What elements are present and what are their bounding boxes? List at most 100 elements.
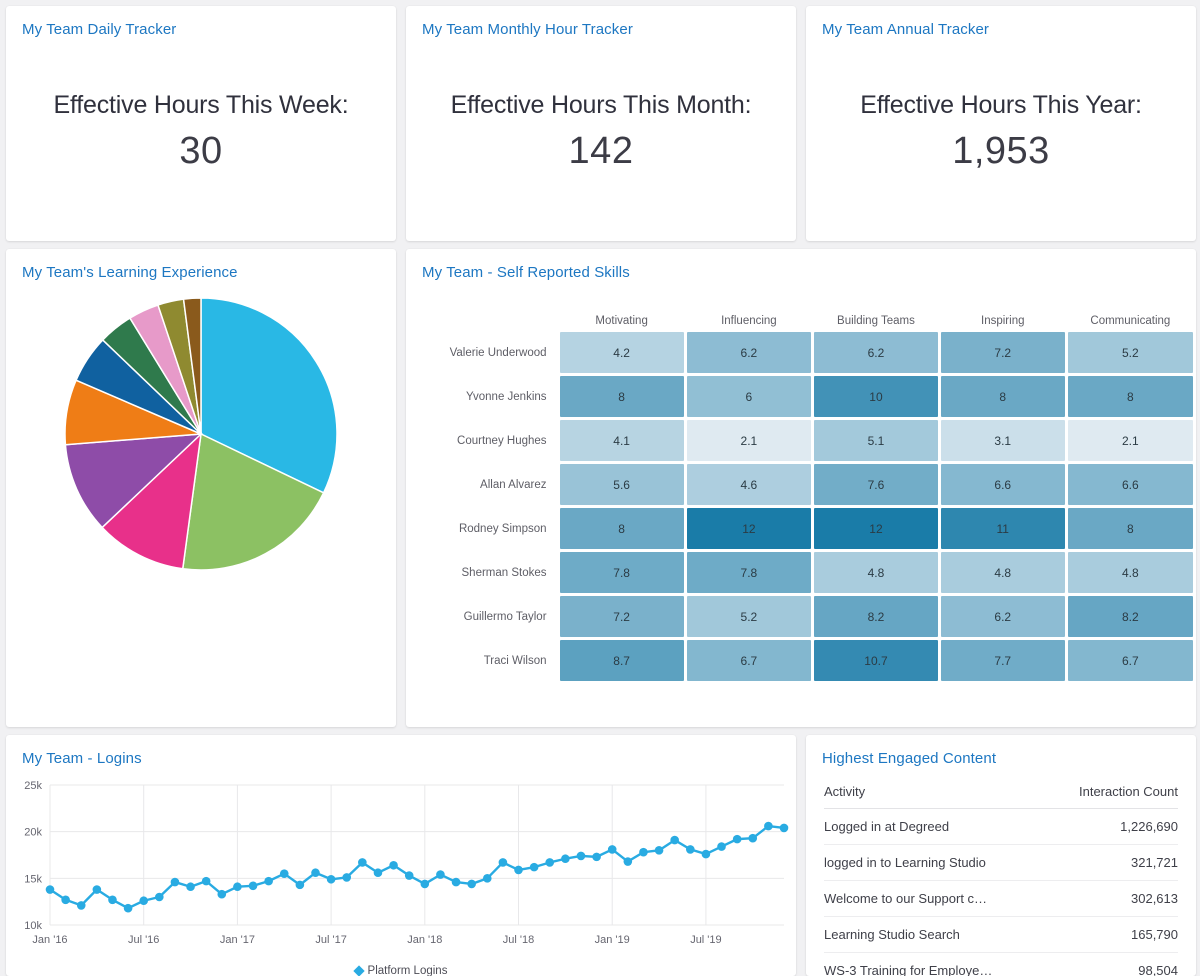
heatmap-cell[interactable]: 7.6 <box>814 464 938 505</box>
heatmap-row-label[interactable]: Yvonne Jenkins <box>465 390 547 403</box>
line-data-point[interactable] <box>186 882 195 892</box>
heatmap-cell[interactable]: 8.2 <box>1067 596 1193 637</box>
line-data-point[interactable] <box>358 858 367 867</box>
line-data-point[interactable] <box>717 842 726 851</box>
engaged-content-row[interactable]: logged in to Learning Studio 321,721 <box>824 844 1178 881</box>
heatmap-cell[interactable]: 6.2 <box>814 332 938 373</box>
line-data-point[interactable] <box>420 879 430 889</box>
line-data-point[interactable] <box>92 885 102 894</box>
heatmap-column-header[interactable]: Influencing <box>721 315 777 327</box>
line-data-point[interactable] <box>404 871 414 880</box>
line-data-point[interactable] <box>701 849 711 859</box>
column-header-interaction-count[interactable]: Interaction Count <box>1046 775 1178 809</box>
heatmap-row-label[interactable]: Courtney Hughes <box>457 434 547 447</box>
line-data-point[interactable] <box>108 895 117 905</box>
line-data-point[interactable] <box>201 876 211 886</box>
line-data-point[interactable] <box>451 877 461 887</box>
heatmap-cell[interactable]: 7.8 <box>559 552 684 593</box>
line-data-point[interactable] <box>61 895 70 905</box>
heatmap-cell[interactable]: 7.8 <box>686 552 812 593</box>
heatmap-cell[interactable]: 5.2 <box>1067 332 1193 373</box>
heatmap-cell[interactable]: 12 <box>814 508 938 549</box>
heatmap-column-header[interactable]: Inspiring <box>981 315 1025 327</box>
heatmap-row-label[interactable]: Rodney Simpson <box>458 522 547 535</box>
line-data-point[interactable] <box>170 877 180 887</box>
heatmap-cell[interactable]: 10.7 <box>814 640 938 681</box>
pie-slice[interactable] <box>64 432 204 529</box>
heatmap-cell[interactable]: 8 <box>559 376 684 417</box>
line-data-point[interactable] <box>654 846 664 855</box>
line-data-point[interactable] <box>748 833 758 843</box>
heatmap-column-header[interactable]: Communicating <box>1090 315 1171 327</box>
line-data-point[interactable] <box>764 821 773 831</box>
line-data-point[interactable] <box>248 881 258 891</box>
line-data-point[interactable] <box>264 876 273 886</box>
heatmap-cell[interactable]: 7.2 <box>559 596 684 637</box>
heatmap-cell[interactable]: 8 <box>1067 376 1193 417</box>
line-data-point[interactable] <box>670 835 679 845</box>
line-data-point[interactable] <box>639 847 648 857</box>
line-data-point[interactable] <box>592 852 601 862</box>
heatmap-cell[interactable]: 3.1 <box>940 420 1065 461</box>
line-data-point[interactable] <box>436 870 445 879</box>
heatmap-cell[interactable]: 6.7 <box>1067 640 1193 681</box>
logins-card[interactable]: My Team - Logins 10k 15k 20k 25k Jan '16 Jul … <box>6 735 796 976</box>
heatmap-row-label[interactable]: Allan Alvarez <box>480 478 547 491</box>
line-data-point[interactable] <box>295 880 305 890</box>
line-data-point[interactable] <box>732 834 742 844</box>
heatmap-cell[interactable]: 6 <box>686 376 812 417</box>
heatmap-column-header[interactable]: Motivating <box>595 315 648 327</box>
line-data-point[interactable] <box>45 885 55 894</box>
heatmap-cell[interactable]: 8.7 <box>559 640 684 681</box>
line-data-point[interactable] <box>482 874 492 883</box>
kpi-card-daily[interactable]: My Team Daily Tracker Effective Hours Th… <box>6 6 396 241</box>
logins-line-chart[interactable]: 10k 15k 20k 25k Jan '16 Jul '16 Jan '17 Jul '17… <box>6 775 796 965</box>
heatmap-cell[interactable]: 4.8 <box>814 552 938 593</box>
line-data-point[interactable] <box>498 858 508 867</box>
line-data-point[interactable] <box>576 851 586 861</box>
engaged-content-row[interactable]: WS-3 Training for Employe… 98,504 <box>824 952 1178 976</box>
line-data-point[interactable] <box>607 845 617 854</box>
line-data-point[interactable] <box>311 868 320 878</box>
pie-chart[interactable] <box>62 290 340 578</box>
pie-slice[interactable] <box>181 432 325 571</box>
line-data-point[interactable] <box>342 873 352 882</box>
line-data-point[interactable] <box>529 862 539 872</box>
heatmap-cell[interactable]: 11 <box>940 508 1065 549</box>
heatmap-cell[interactable]: 6.2 <box>686 332 812 373</box>
heatmap-cell[interactable]: 8.2 <box>814 596 938 637</box>
line-data-point[interactable] <box>514 865 523 875</box>
heatmap-cell[interactable]: 5.2 <box>686 596 812 637</box>
line-data-point[interactable] <box>139 896 149 906</box>
line-data-point[interactable] <box>467 879 476 889</box>
kpi-card-annual[interactable]: My Team Annual Tracker Effective Hours T… <box>806 6 1196 241</box>
heatmap-row-label[interactable]: Sherman Stokes <box>461 566 547 579</box>
line-data-point[interactable] <box>155 892 164 902</box>
heatmap-cell[interactable]: 4.8 <box>940 552 1065 593</box>
line-data-point[interactable] <box>623 857 633 866</box>
learning-experience-card[interactable]: My Team's Learning Experience videopathw… <box>6 249 396 727</box>
heatmap-cell[interactable]: 5.6 <box>559 464 684 505</box>
heatmap-cell[interactable]: 2.1 <box>686 420 812 461</box>
heatmap-cell[interactable]: 8 <box>1067 508 1193 549</box>
heatmap-column-header[interactable]: Building Teams <box>837 315 915 327</box>
engaged-content-row[interactable]: Logged in at Degreed 1,226,690 <box>824 808 1178 845</box>
heatmap-cell[interactable]: 5.1 <box>814 420 938 461</box>
heatmap-cell[interactable]: 6.2 <box>940 596 1065 637</box>
heatmap-cell[interactable]: 10 <box>814 376 938 417</box>
heatmap-cell[interactable]: 8 <box>559 508 684 549</box>
line-data-point[interactable] <box>561 854 570 864</box>
heatmap-cell[interactable]: 7.7 <box>940 640 1065 681</box>
highest-engaged-content-card[interactable]: Highest Engaged Content Activity Interac… <box>806 735 1196 976</box>
heatmap-cell[interactable]: 7.2 <box>940 332 1065 373</box>
pie-slice[interactable] <box>200 296 338 494</box>
line-data-point[interactable] <box>685 845 695 854</box>
heatmap-row-label[interactable]: Traci Wilson <box>483 654 547 667</box>
line-data-point[interactable] <box>233 882 242 892</box>
heatmap-cell[interactable]: 4.2 <box>559 332 684 373</box>
heatmap-cell[interactable]: 4.8 <box>1067 552 1193 593</box>
column-header-activity[interactable]: Activity <box>824 775 1047 809</box>
line-data-point[interactable] <box>217 889 227 899</box>
skills-heatmap-table[interactable]: Motivating Influencing Building Teams Inspi… <box>434 311 1196 684</box>
heatmap-cell[interactable]: 6.6 <box>1067 464 1193 505</box>
